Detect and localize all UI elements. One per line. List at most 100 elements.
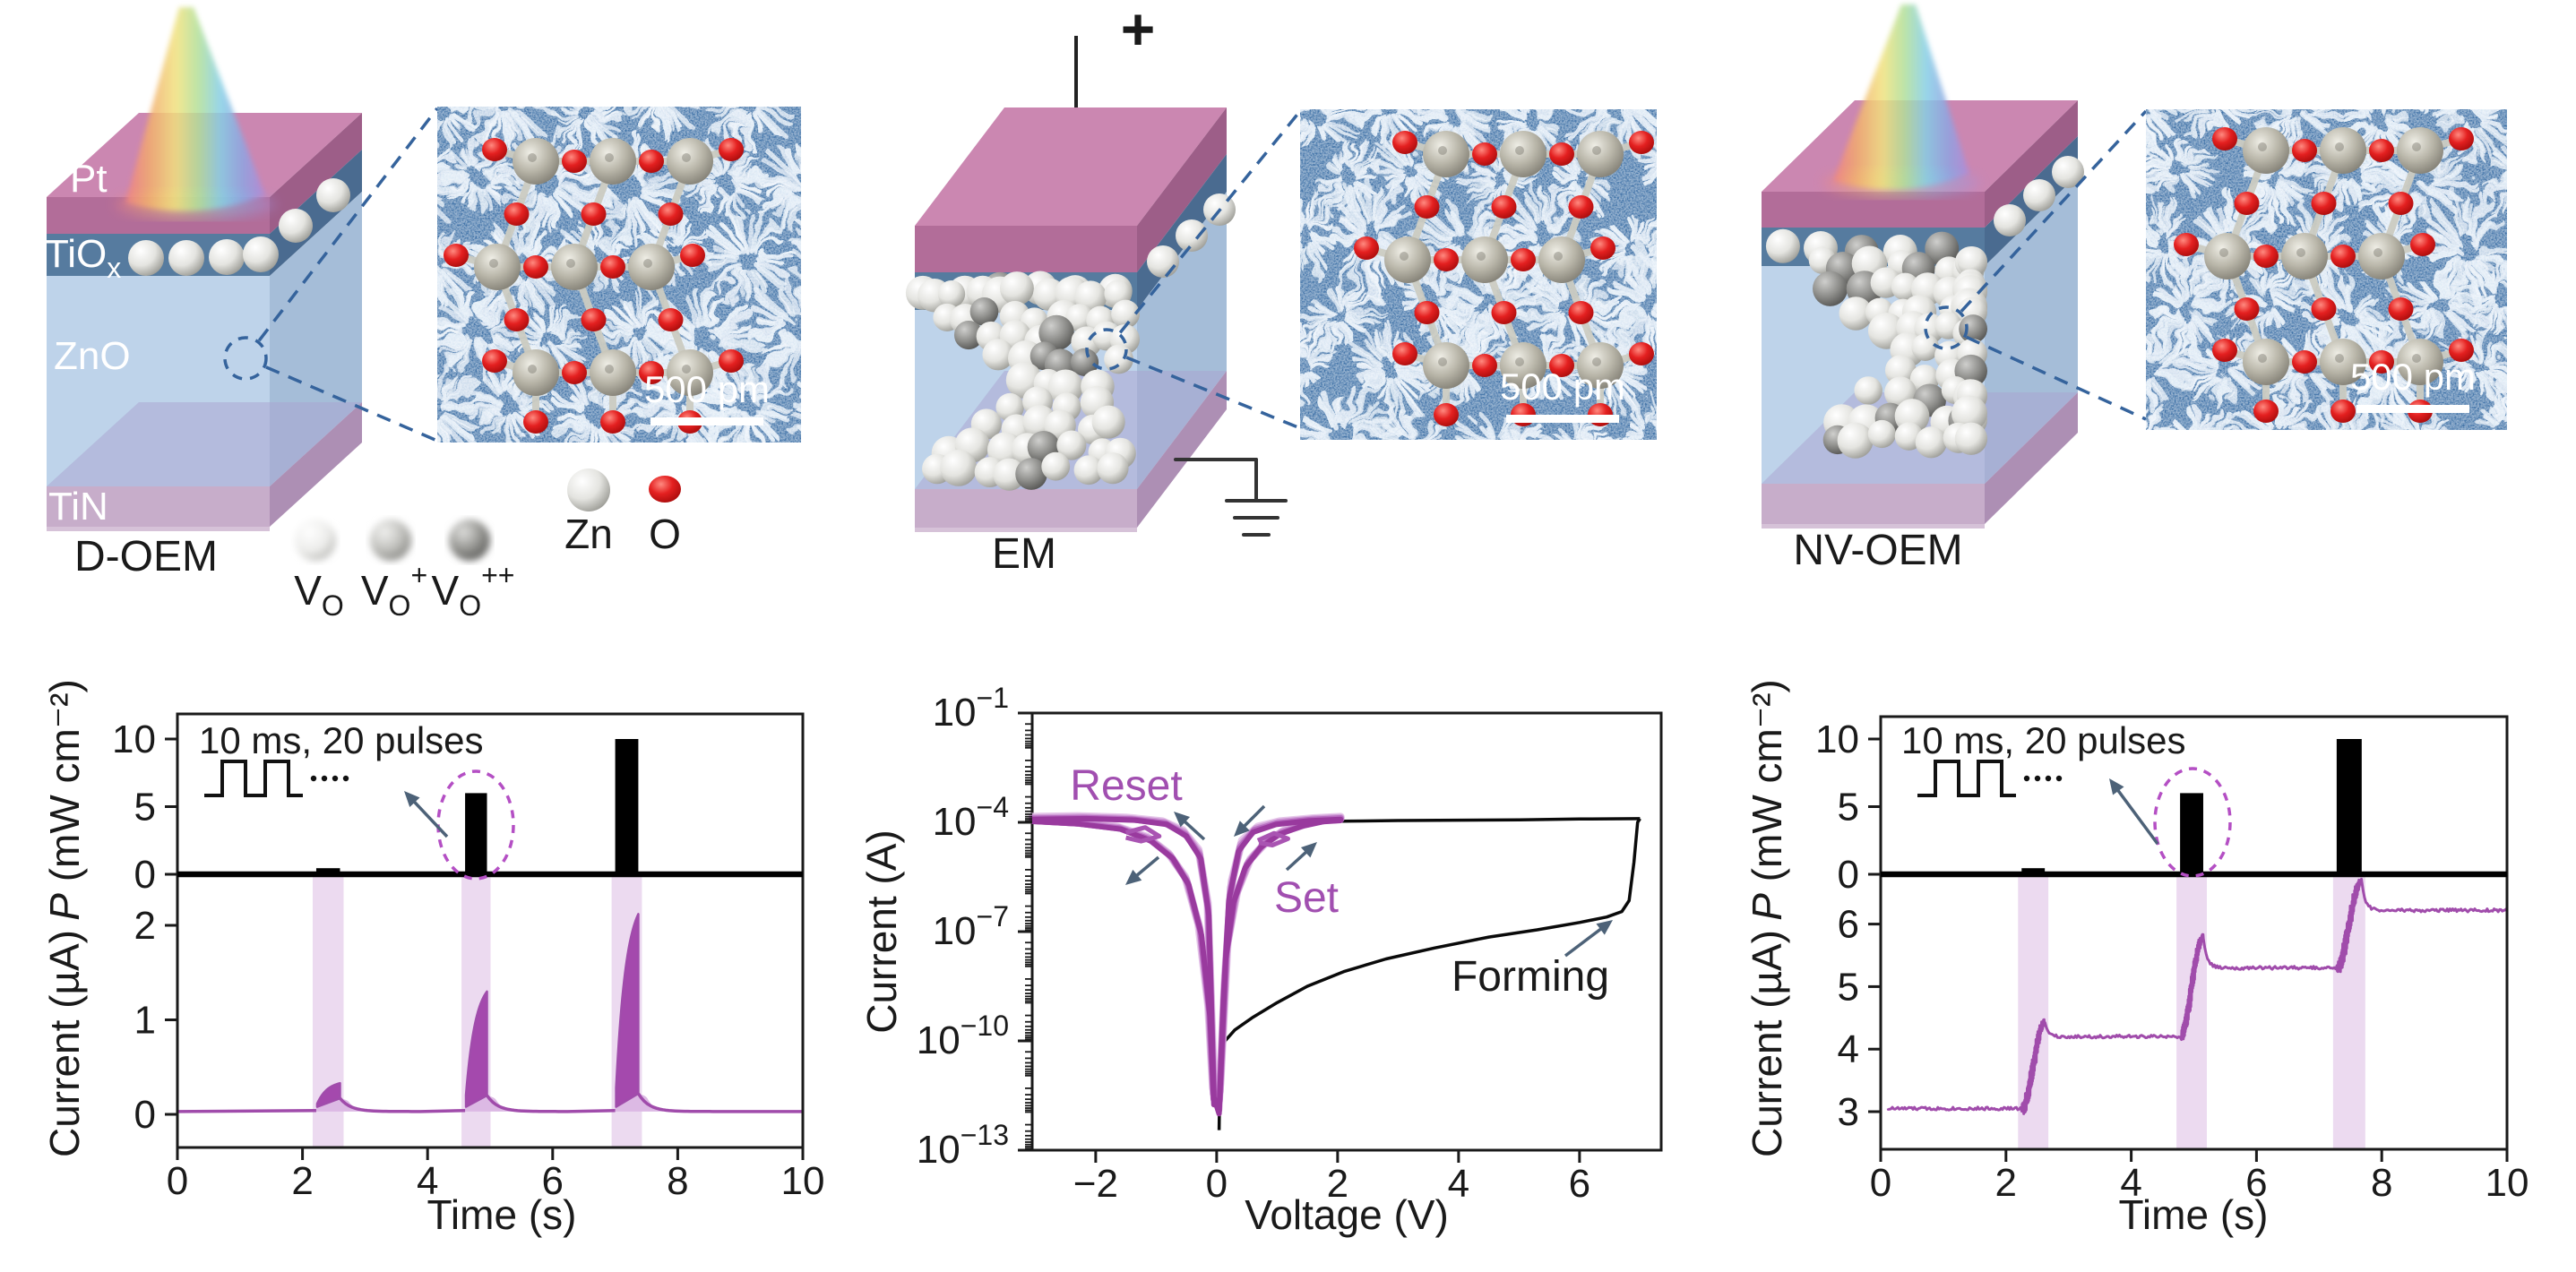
o-atom [581, 202, 607, 226]
o-atom [1414, 195, 1440, 219]
tem-scale-label: 500 pm [644, 368, 770, 410]
o-atom [562, 150, 587, 173]
pulse-highlight-ellipse [2153, 767, 2232, 878]
o-atom [600, 255, 625, 279]
lattice-zn-atoms [1384, 131, 1624, 389]
filament-sphere [1097, 452, 1129, 485]
o-atom [600, 410, 625, 434]
d-oem-tem-image: 500 pm [437, 107, 801, 443]
o-atom [2253, 400, 2279, 423]
chart3-ylabel-power: P (mW cm⁻²) [1744, 679, 1790, 921]
x-tick-label: 0 [1870, 1161, 1891, 1205]
zn-atom-legend-icon [567, 468, 610, 511]
forming-label: Forming [1452, 953, 1609, 1001]
zno-lattice-overlay [444, 138, 744, 434]
zn-atom [551, 244, 598, 290]
x-tick-label: 0 [1206, 1162, 1228, 1206]
filament-sphere [969, 297, 999, 326]
oxygen-vacancy-sphere [1765, 228, 1800, 263]
forming-return-curve [1340, 817, 1641, 823]
direction-arrow [2109, 778, 2159, 846]
zn-atom [1500, 342, 1546, 389]
zn-atom [2358, 233, 2405, 279]
layer-label-tiox: TiOx [45, 232, 121, 284]
x-tick-label: 6 [1569, 1162, 1590, 1206]
set-reset-loop [1030, 815, 1344, 1117]
o-atom [719, 349, 744, 373]
x-tick-label: 2 [1327, 1162, 1348, 1206]
pulse-current-envelope [615, 913, 640, 1108]
filament-sphere [953, 320, 984, 350]
direction-arrow [1285, 842, 1317, 872]
current-trace [1886, 877, 2508, 1115]
pt-side-face [1985, 100, 2078, 228]
x-tick-label: 6 [542, 1159, 564, 1203]
o-legend-label: O [649, 511, 681, 557]
oxygen-vacancy-sphere [168, 240, 204, 276]
x-tick-label: 2 [291, 1159, 313, 1203]
o-atom [1511, 248, 1536, 271]
o-atom [1414, 301, 1440, 324]
lattice-o-atoms [1354, 131, 1654, 426]
light-beam [1833, 4, 1969, 190]
current-tick-label: 2 [134, 904, 156, 948]
filament-sphere [1073, 455, 1104, 486]
pt-top-face [915, 107, 1227, 226]
current-tick-label: 5 [1838, 965, 1859, 1009]
light-spot [115, 190, 276, 219]
x-tick-label: 2 [1995, 1161, 2017, 1205]
zn-atom [667, 138, 713, 185]
em-tem-image: 500 pm [1300, 109, 1657, 440]
o-atom [2388, 297, 2414, 321]
pt-side-face [1137, 107, 1227, 272]
o-atom [1568, 301, 1594, 324]
tin-front-face [47, 486, 270, 527]
o-atom [2292, 350, 2317, 374]
tin-bottom-edge [47, 527, 270, 531]
vacancy-legend-label: VO++ [432, 559, 515, 622]
zoom-callout-circle [223, 336, 268, 381]
o-atom [680, 244, 705, 267]
tin-bottom-edge [915, 528, 1137, 532]
d-oem-device-schematic [47, 7, 439, 531]
panel-d-oem: 500 pm D-OEM Pt TiOx ZnO TiN VO VO+ VO++ Z… [45, 7, 801, 622]
filament-sphere [1957, 246, 1988, 277]
o-atom [1434, 248, 1459, 271]
tem-scale-label: 500 pm [1500, 365, 1625, 408]
plot-frame [1879, 715, 2509, 1151]
direction-arrow [1564, 920, 1613, 958]
o-atom [2369, 139, 2394, 162]
light-power-bar [465, 793, 487, 874]
nv-oem-device-schematic [1762, 4, 2148, 529]
o-atom [562, 361, 587, 384]
tem-scale-bar [1506, 415, 1619, 423]
tin-side-face [1985, 392, 2078, 524]
direction-arrow [1234, 804, 1266, 837]
filament-sphere [940, 449, 978, 486]
filament-sphere [1065, 304, 1094, 332]
power-tick-label: 0 [1838, 853, 1859, 897]
light-power-bar [2336, 739, 2362, 874]
oxygen-vacancy-sphere [2052, 156, 2084, 188]
zn-atom [1538, 236, 1585, 283]
power-tick-label: 10 [112, 718, 156, 761]
current-tick-label: 4 [1838, 1027, 1859, 1071]
zn-atom [513, 138, 559, 185]
power-tick-label: 5 [134, 786, 156, 829]
filament-sphere [1041, 451, 1071, 481]
panel-em: 500 pm EM + [905, 0, 1657, 578]
filament-sphere [1839, 297, 1874, 331]
o-atom [523, 410, 548, 434]
power-tick-label: 10 [1815, 718, 1859, 761]
tem-micrograph [1300, 109, 1657, 440]
filament-sphere [1837, 422, 1874, 459]
zn-atom [2397, 127, 2443, 174]
o-atom [444, 244, 469, 267]
filament-sphere [1867, 419, 1896, 449]
tin-bottom-edge [1762, 524, 1985, 529]
y-tick-label: 10−7 [933, 900, 1009, 953]
zn-atom [513, 349, 559, 396]
o-atom [2330, 245, 2356, 268]
vacancy-legend-label: VO [294, 567, 344, 622]
chart1-ylabel-current: Current (µA) [41, 930, 88, 1157]
